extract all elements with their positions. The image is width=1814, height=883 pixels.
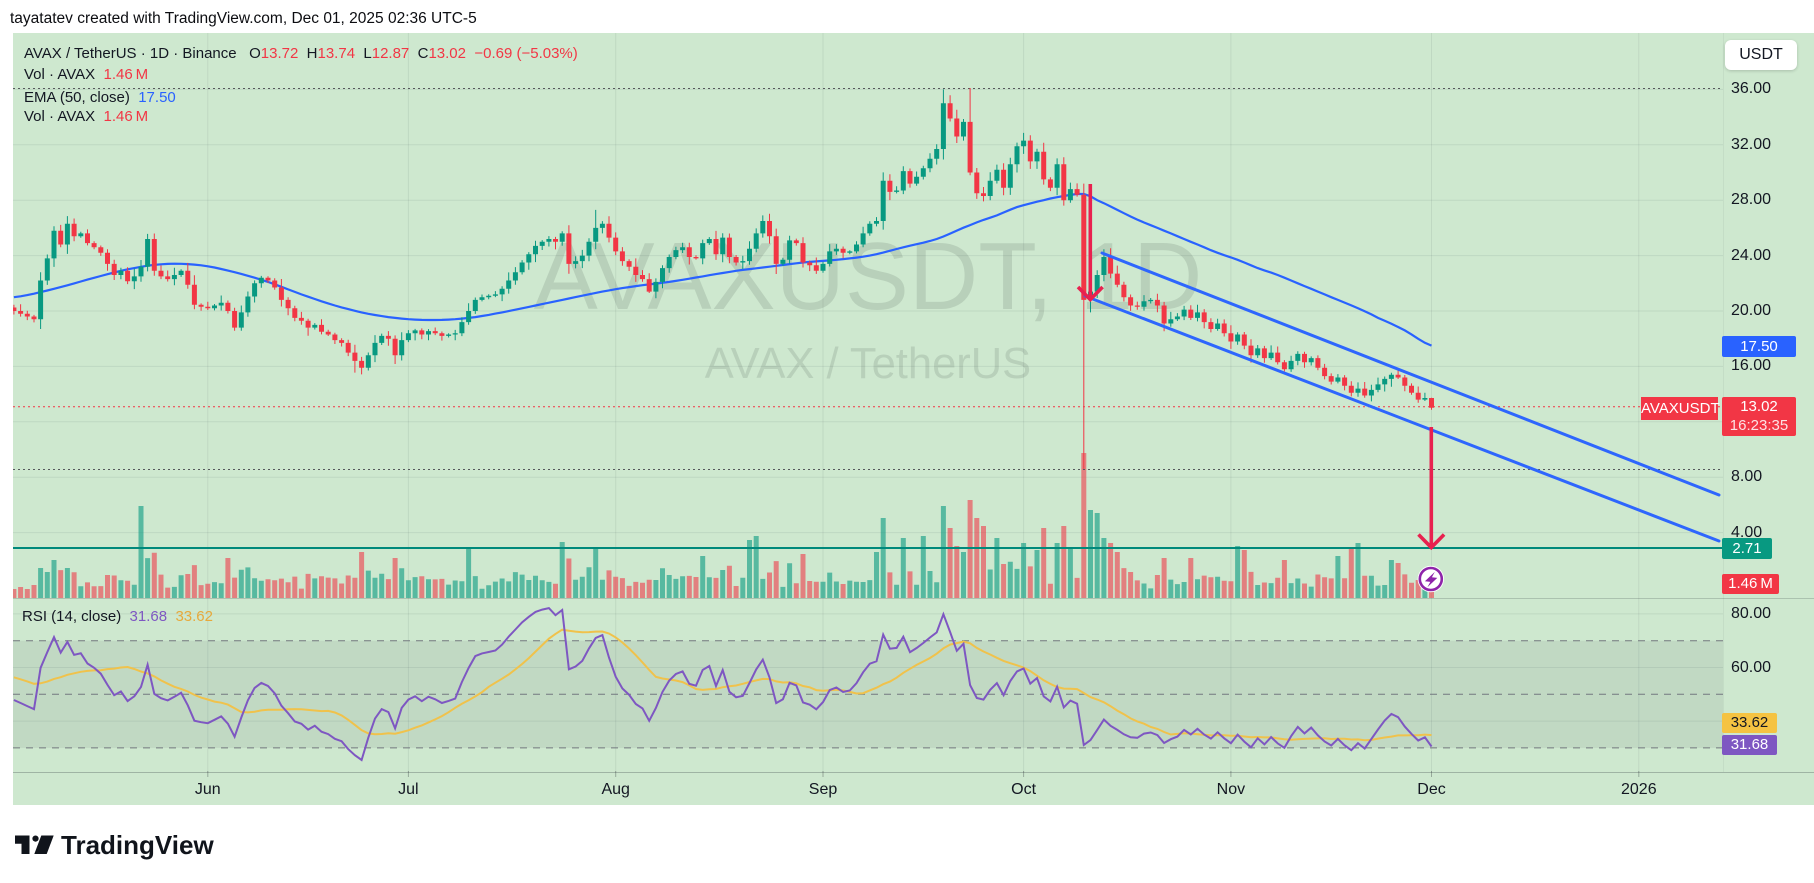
svg-text:TradingView: TradingView <box>61 830 214 860</box>
